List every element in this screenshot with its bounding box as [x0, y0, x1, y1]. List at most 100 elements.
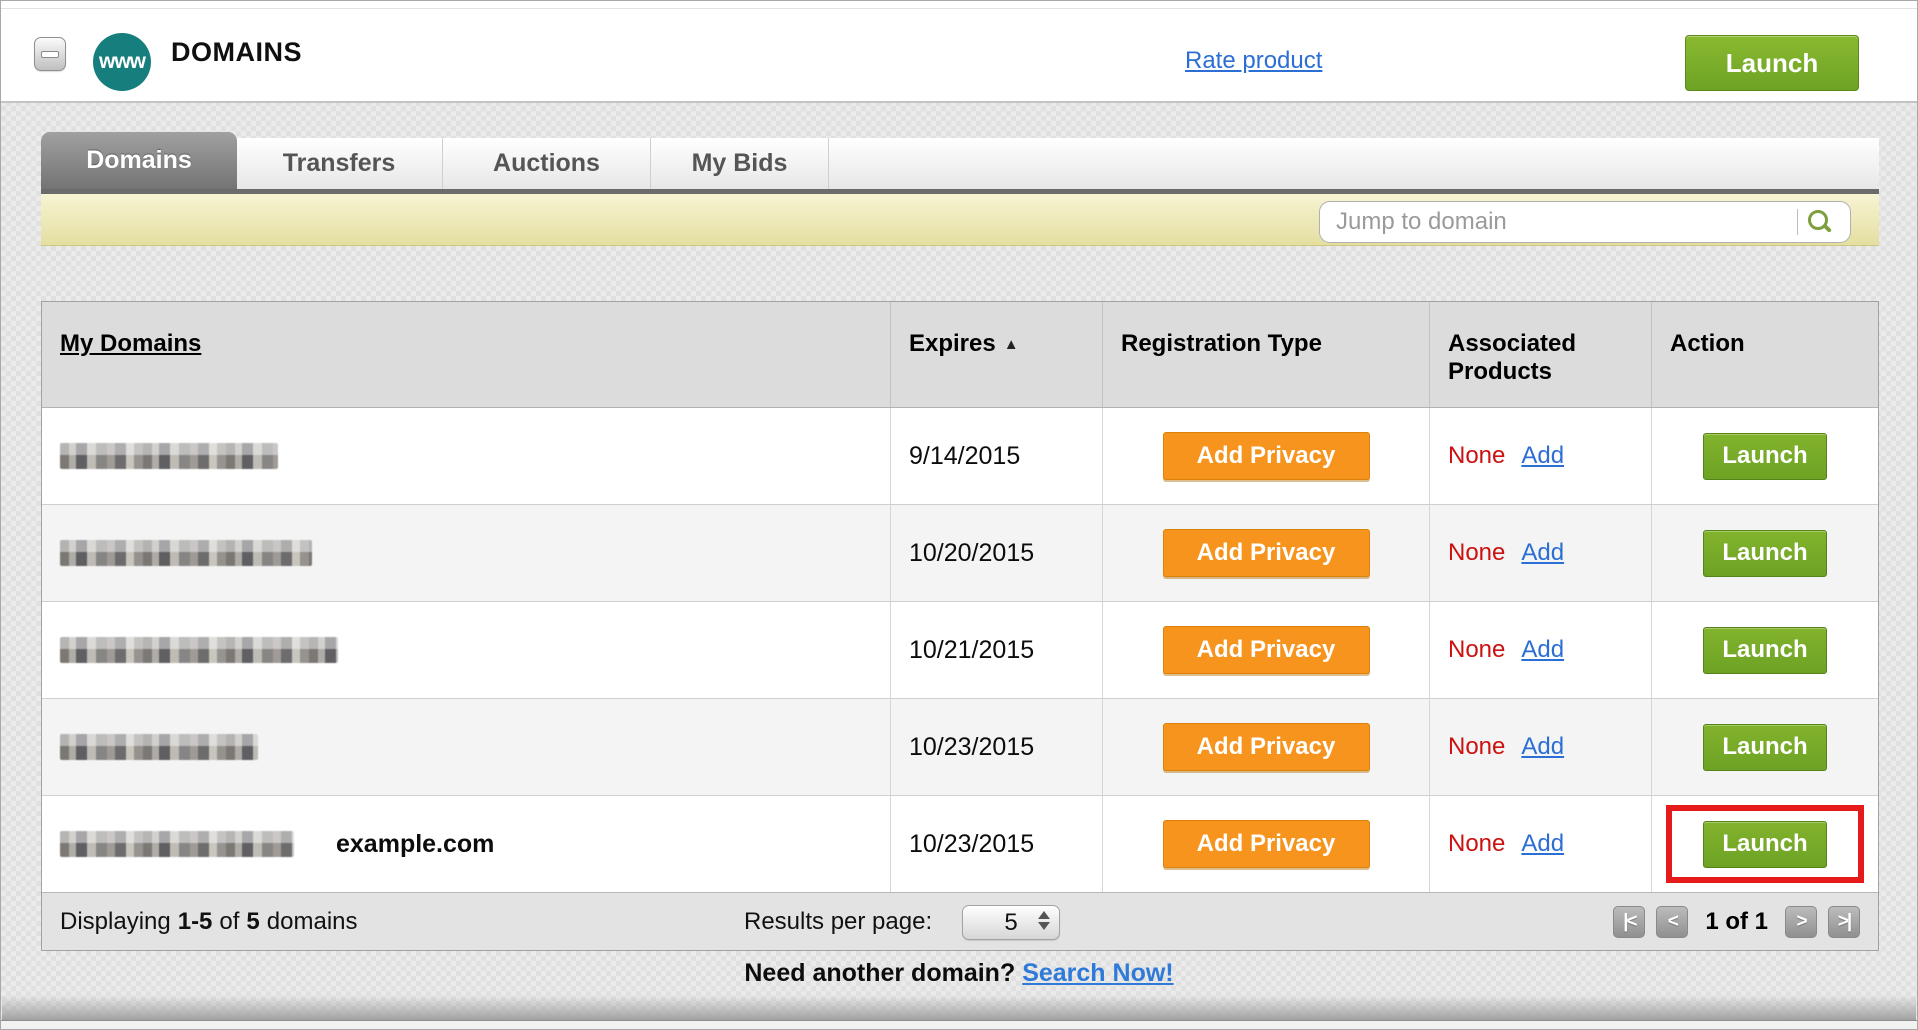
column-header-my-domains[interactable]: My Domains [42, 302, 890, 407]
select-stepper-icon [1038, 911, 1050, 930]
tab-my-bids[interactable]: My Bids [651, 138, 829, 189]
domain-cell [42, 602, 890, 698]
domain-cell [42, 408, 890, 504]
search-now-link[interactable]: Search Now! [1022, 959, 1174, 987]
next-page-button[interactable]: > [1785, 905, 1817, 938]
www-domains-icon: www [93, 33, 151, 91]
expires-cell: 10/23/2015 [890, 699, 1102, 795]
redacted-domain-name[interactable] [60, 831, 294, 857]
registration-cell: Add Privacy [1102, 602, 1429, 698]
column-header-associated-products: Associated Products [1429, 302, 1651, 407]
domain-cell [42, 505, 890, 601]
table-row: 10/21/2015 Add Privacy None Add Launch [42, 601, 1878, 698]
results-per-page-select[interactable]: 5 [962, 905, 1060, 940]
add-product-link[interactable]: Add [1521, 636, 1565, 663]
expires-header-label: Expires [909, 330, 996, 357]
associated-cell: None Add [1429, 408, 1651, 504]
jump-to-domain-search [1319, 201, 1851, 243]
redacted-domain-name[interactable] [60, 443, 278, 469]
associated-value: None [1448, 442, 1506, 469]
redacted-domain-name[interactable] [60, 734, 258, 760]
associated-cell: None Add [1429, 505, 1651, 601]
add-product-link[interactable]: Add [1521, 733, 1565, 760]
table-header-row: My Domains Expires ▲ Registration Type As… [42, 302, 1878, 408]
add-product-link[interactable]: Add [1521, 442, 1565, 469]
expires-cell: 10/23/2015 [890, 796, 1102, 892]
action-cell: Launch [1651, 505, 1878, 601]
associated-cell: None Add [1429, 796, 1651, 892]
expires-value: 10/21/2015 [909, 635, 1035, 664]
action-cell: Launch [1651, 408, 1878, 504]
magnifier-icon[interactable] [1808, 210, 1828, 230]
associated-value: None [1448, 539, 1506, 566]
pagination-controls: |< < 1 of 1 > >| [1613, 893, 1860, 950]
launch-button[interactable]: Launch [1703, 723, 1827, 771]
domain-annotation: example.com [336, 829, 495, 858]
expires-value: 10/23/2015 [909, 732, 1035, 761]
domains-table: My Domains Expires ▲ Registration Type As… [41, 301, 1879, 951]
associated-value: None [1448, 636, 1506, 663]
associated-cell: None Add [1429, 602, 1651, 698]
results-per-page-value: 5 [1004, 908, 1018, 936]
page-status: 1 of 1 [1705, 907, 1768, 935]
launch-button[interactable]: Launch [1703, 626, 1827, 674]
rate-product-link[interactable]: Rate product [1185, 47, 1323, 74]
bottom-edge [1, 1020, 1917, 1029]
minus-icon [41, 51, 59, 58]
displaying-prefix: Displaying [60, 907, 171, 935]
domain-cell: example.com [42, 796, 890, 892]
bottom-shadow [2, 995, 1916, 1021]
add-privacy-button[interactable]: Add Privacy [1162, 723, 1370, 771]
action-cell: Launch [1651, 796, 1878, 892]
expires-cell: 10/20/2015 [890, 505, 1102, 601]
launch-button[interactable]: Launch [1703, 432, 1827, 480]
collapse-panel-button[interactable] [34, 37, 66, 71]
table-row: 10/20/2015 Add Privacy None Add Launch [42, 504, 1878, 601]
domain-toolbar [41, 194, 1879, 246]
add-product-link[interactable]: Add [1521, 539, 1565, 566]
expires-value: 9/14/2015 [909, 441, 1021, 470]
launch-button[interactable]: Launch [1703, 820, 1827, 868]
redacted-domain-name[interactable] [60, 540, 312, 566]
add-privacy-button[interactable]: Add Privacy [1162, 626, 1370, 674]
last-page-button[interactable]: >| [1828, 905, 1860, 938]
action-cell: Launch [1651, 602, 1878, 698]
www-icon-label: www [98, 50, 146, 73]
associated-value: None [1448, 733, 1506, 760]
table-row: example.com 10/23/2015 Add Privacy None … [42, 795, 1878, 892]
previous-page-button[interactable]: < [1656, 905, 1689, 938]
page-title: DOMAINS [171, 37, 302, 67]
displaying-of: of [219, 907, 240, 935]
add-privacy-button[interactable]: Add Privacy [1162, 432, 1370, 480]
expires-value: 10/23/2015 [909, 829, 1035, 858]
tab-auctions[interactable]: Auctions [443, 138, 651, 189]
table-row: 10/23/2015 Add Privacy None Add Launch [42, 698, 1878, 795]
results-per-page-label: Results per page: [744, 907, 933, 935]
column-header-registration-type: Registration Type [1102, 302, 1429, 407]
tab-domains[interactable]: Domains [41, 132, 237, 189]
column-header-expires[interactable]: Expires ▲ [890, 302, 1102, 407]
table-row: 9/14/2015 Add Privacy None Add Launch [42, 408, 1878, 504]
header-launch-button[interactable]: Launch [1685, 35, 1859, 91]
launch-button[interactable]: Launch [1703, 529, 1827, 577]
add-product-link[interactable]: Add [1521, 830, 1565, 857]
domain-cell [42, 699, 890, 795]
associated-cell: None Add [1429, 699, 1651, 795]
displaying-status: Displaying 1-5 of 5 domains [60, 893, 358, 950]
registration-cell: Add Privacy [1102, 505, 1429, 601]
my-domains-header-label: My Domains [60, 330, 202, 357]
header-divider [1, 8, 1917, 9]
tab-transfers[interactable]: Transfers [236, 138, 443, 189]
table-body: 9/14/2015 Add Privacy None Add Launch 10… [42, 408, 1878, 892]
add-privacy-button[interactable]: Add Privacy [1162, 820, 1370, 868]
associated-value: None [1448, 830, 1506, 857]
add-privacy-button[interactable]: Add Privacy [1162, 529, 1370, 577]
expires-cell: 10/21/2015 [890, 602, 1102, 698]
tab-underline [41, 189, 1879, 194]
jump-to-domain-input[interactable] [1320, 202, 1850, 242]
column-header-action: Action [1651, 302, 1878, 407]
registration-cell: Add Privacy [1102, 796, 1429, 892]
first-page-button[interactable]: |< [1613, 905, 1646, 938]
redacted-domain-name[interactable] [60, 637, 338, 663]
